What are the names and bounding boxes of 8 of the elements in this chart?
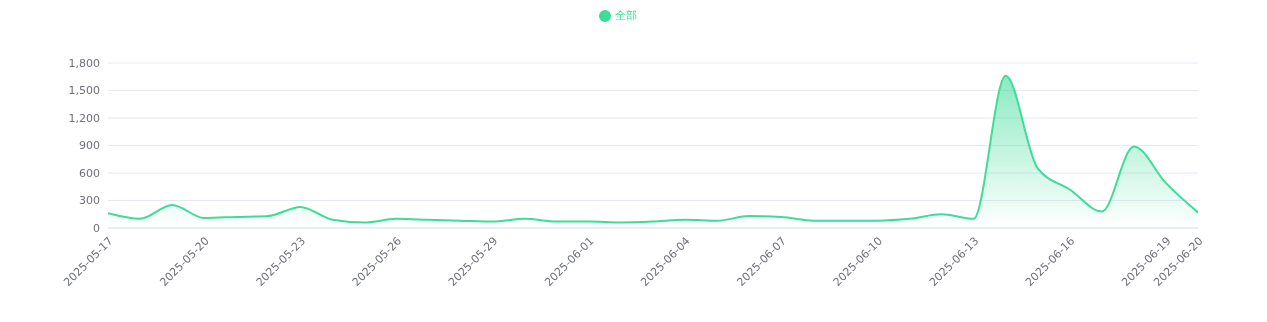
y-tick-label: 1,800 [68,56,100,70]
y-tick-label: 0 [93,221,100,235]
y-tick-label: 600 [79,166,100,180]
y-tick-label: 900 [79,139,100,153]
legend-label: 全部 [615,9,637,22]
y-tick-label: 1,500 [68,84,100,98]
y-tick-label: 300 [79,194,100,208]
y-tick-label: 1,200 [68,111,100,125]
